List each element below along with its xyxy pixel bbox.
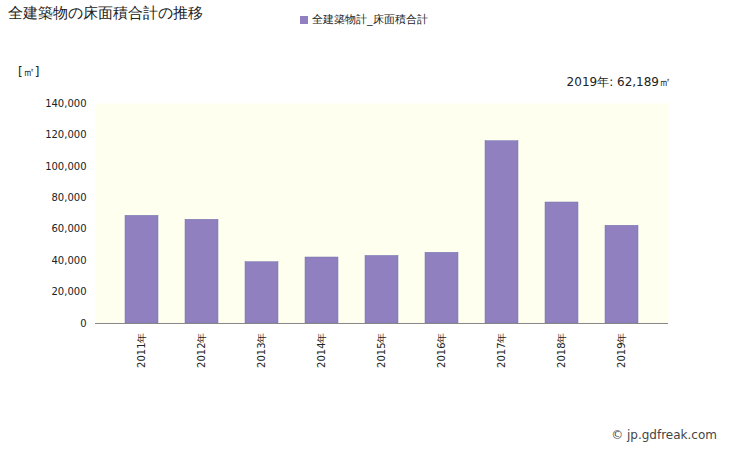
svg-text:60,000: 60,000: [52, 223, 87, 234]
svg-text:0: 0: [80, 318, 86, 329]
svg-text:2011年: 2011年: [136, 333, 147, 368]
html-text:全建築物計_床面積合計: 全建築物計_床面積合計: [312, 13, 428, 26]
svg-text:2017年: 2017年: [496, 333, 507, 368]
html-text:全建築物の床面積合計の推移: 全建築物の床面積合計の推移: [8, 4, 203, 22]
svg-text:100,000: 100,000: [45, 161, 86, 172]
html-text:2019年: 62,189㎡: 2019年: 62,189㎡: [566, 75, 671, 89]
svg-text:20,000: 20,000: [52, 286, 87, 297]
svg-text:2013年: 2013年: [256, 333, 267, 368]
svg-text:2018年: 2018年: [556, 333, 567, 368]
svg-text:40,000: 40,000: [52, 255, 87, 266]
svg-text:120,000: 120,000: [45, 129, 86, 140]
svg-text:2014年: 2014年: [316, 333, 327, 368]
svg-text:80,000: 80,000: [52, 192, 87, 203]
svg-text:2019年: 2019年: [616, 333, 627, 368]
svg-text:2016年: 2016年: [436, 333, 447, 368]
html-text:© jp.gdfreak.com: © jp.gdfreak.com: [611, 428, 717, 442]
svg-text:140,000: 140,000: [45, 98, 86, 109]
svg-text:2015年: 2015年: [376, 333, 387, 368]
svg-text:2012年: 2012年: [196, 333, 207, 368]
